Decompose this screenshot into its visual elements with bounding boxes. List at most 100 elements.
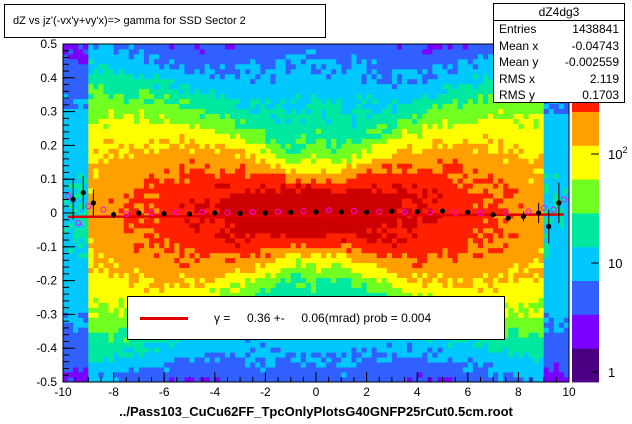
- heatmap-cell: [336, 352, 342, 358]
- heatmap-cell: [229, 352, 236, 358]
- heatmap-cell: [346, 372, 352, 378]
- heatmap-cell: [128, 272, 135, 279]
- heatmap-cell: [396, 267, 403, 274]
- heatmap-cell: [199, 367, 206, 373]
- heatmap-cell: [138, 222, 145, 229]
- heatmap-cell: [290, 183, 297, 189]
- heatmap-cell: [255, 83, 261, 90]
- heatmap-cell: [260, 252, 266, 259]
- heatmap-cell: [169, 93, 175, 100]
- heatmap-cell: [169, 44, 175, 50]
- heatmap-cell: [381, 98, 388, 105]
- heatmap-cell: [361, 347, 367, 353]
- heatmap-cell: [396, 247, 403, 254]
- heatmap-cell: [189, 347, 195, 353]
- heatmap-cell: [321, 282, 327, 288]
- heatmap-cell: [260, 242, 266, 249]
- heatmap-cell: [290, 128, 297, 134]
- heatmap-cell: [128, 183, 135, 189]
- heatmap-cell: [356, 118, 362, 124]
- heatmap-cell: [407, 183, 413, 189]
- heatmap-cell: [174, 198, 180, 204]
- heatmap-cell: [310, 138, 317, 144]
- heatmap-cell: [351, 133, 357, 139]
- heatmap-cell: [265, 357, 271, 363]
- heatmap-cell: [336, 168, 342, 174]
- heatmap-cell: [143, 183, 150, 189]
- heatmap-cell: [351, 267, 357, 274]
- heatmap-cell: [300, 357, 307, 363]
- heatmap-cell: [133, 357, 140, 363]
- heatmap-cell: [366, 193, 373, 199]
- heatmap-cell: [118, 198, 125, 204]
- heatmap-cell: [113, 372, 120, 378]
- heatmap-cell: [214, 198, 221, 204]
- heatmap-cell: [381, 237, 388, 244]
- heatmap-cell: [224, 58, 231, 65]
- heatmap-cell: [154, 48, 160, 55]
- heatmap-cell: [235, 193, 241, 199]
- heatmap-cell: [174, 292, 180, 298]
- heatmap-cell: [407, 357, 413, 363]
- heatmap-cell: [280, 208, 287, 214]
- heatmap-cell: [133, 48, 140, 55]
- heatmap-cell: [235, 178, 241, 184]
- heatmap-cell: [376, 113, 383, 119]
- heatmap-cell: [143, 63, 150, 70]
- heatmap-cell: [280, 342, 287, 348]
- heatmap-cell: [260, 262, 266, 269]
- heatmap-cell: [300, 247, 307, 254]
- heatmap-cell: [321, 377, 327, 383]
- heatmap-cell: [78, 337, 84, 343]
- heatmap-cell: [199, 287, 206, 293]
- heatmap-cell: [300, 227, 307, 234]
- heatmap-cell: [73, 282, 79, 288]
- heatmap-cell: [402, 93, 408, 100]
- heatmap-cell: [83, 53, 89, 60]
- heatmap-cell: [346, 227, 352, 234]
- heatmap-cell: [366, 227, 373, 234]
- heatmap-cell: [310, 222, 317, 229]
- heatmap-cell: [83, 158, 89, 164]
- heatmap-cell: [290, 188, 297, 194]
- heatmap-cell: [159, 68, 165, 75]
- heatmap-cell: [265, 63, 271, 70]
- heatmap-cell: [376, 372, 383, 378]
- heatmap-cell: [275, 198, 281, 204]
- heatmap-cell: [159, 342, 165, 348]
- heatmap-cell: [275, 193, 281, 199]
- heatmap-cell: [270, 188, 276, 194]
- heatmap-cell: [143, 153, 150, 159]
- heatmap-cell: [295, 372, 302, 378]
- heatmap-cell: [174, 242, 180, 249]
- heatmap-cell: [371, 68, 378, 75]
- heatmap-cell: [133, 123, 140, 129]
- heatmap-cell: [98, 123, 104, 129]
- heatmap-cell: [265, 73, 271, 80]
- heatmap-cell: [159, 377, 165, 383]
- heatmap-cell: [275, 53, 281, 60]
- heatmap-cell: [108, 53, 114, 60]
- heatmap-cell: [270, 222, 276, 229]
- heatmap-cell: [118, 58, 125, 65]
- heatmap-cell: [326, 143, 332, 149]
- heatmap-cell: [361, 163, 367, 169]
- heatmap-cell: [351, 68, 357, 75]
- heatmap-cell: [300, 272, 307, 279]
- heatmap-cell: [300, 158, 307, 164]
- heatmap-cell: [300, 98, 307, 105]
- heatmap-cell: [209, 53, 216, 60]
- heatmap-cell: [245, 118, 251, 124]
- heatmap-cell: [204, 232, 211, 239]
- heatmap-cell: [149, 362, 155, 368]
- heatmap-cell: [184, 193, 190, 199]
- heatmap-cell: [123, 108, 130, 114]
- heatmap-cell: [371, 242, 378, 249]
- heatmap-cell: [108, 217, 114, 224]
- heatmap-cell: [108, 73, 114, 80]
- heatmap-cell: [224, 277, 231, 283]
- heatmap-cell: [265, 178, 271, 184]
- heatmap-cell: [265, 247, 271, 254]
- heatmap-cell: [295, 232, 302, 239]
- heatmap-cell: [194, 163, 201, 169]
